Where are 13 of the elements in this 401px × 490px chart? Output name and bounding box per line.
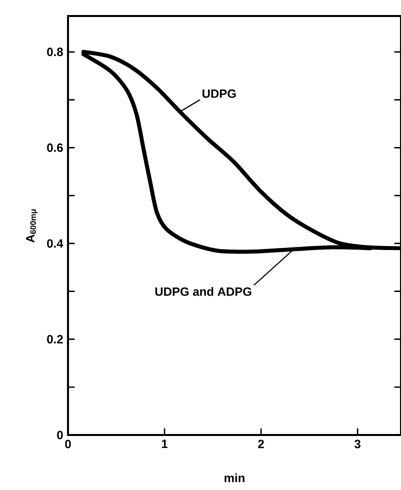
- x-tick-label: 2: [258, 440, 264, 448]
- x-tick-label: 1: [162, 440, 168, 448]
- y-tick-label: 0.2: [47, 334, 63, 344]
- y-tick-label: 0.8: [47, 48, 63, 56]
- text: UDPG and ADPG: [155, 287, 252, 296]
- y-tick-label: 0: [57, 430, 63, 440]
- y-axis-title: A$_{600mμ}$: [26, 209, 38, 243]
- x-tick-label: 0: [65, 440, 71, 448]
- y-tick-label: 0.6: [47, 143, 63, 152]
- x-axis-title: min: [224, 473, 244, 482]
- x-tick-label: 3: [354, 440, 360, 448]
- y-tick-label: 0.4: [47, 239, 64, 248]
- text: UDPG: [202, 89, 236, 98]
